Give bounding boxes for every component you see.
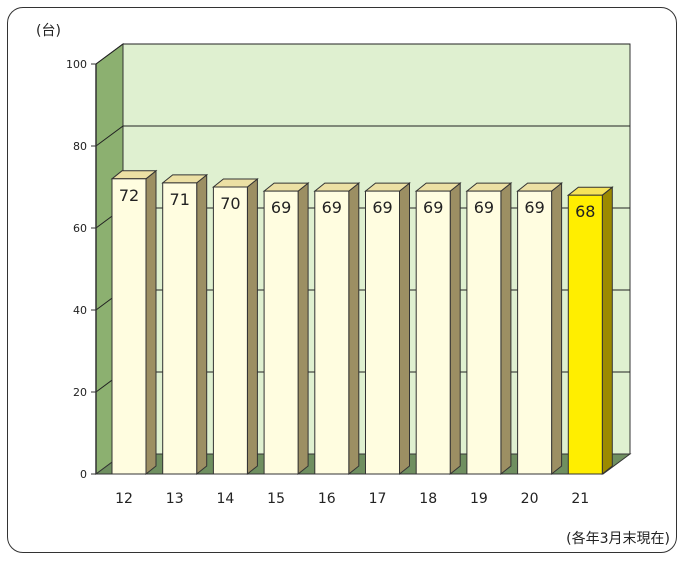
- data-label: 72: [119, 186, 139, 205]
- bar-side: [400, 183, 410, 474]
- data-label: 69: [372, 198, 392, 217]
- bar-face: [518, 191, 552, 474]
- x-tick-label: 13: [166, 491, 184, 507]
- bar-side: [602, 187, 612, 474]
- bar: 68: [568, 187, 612, 474]
- bar-side: [247, 179, 257, 474]
- y-tick-label: 0: [80, 468, 87, 481]
- bar-side: [501, 183, 511, 474]
- bar: 69: [315, 183, 359, 474]
- bar-face: [366, 191, 400, 474]
- y-tick-label: 20: [73, 386, 87, 399]
- bar: 69: [518, 183, 562, 474]
- data-label: 71: [170, 190, 190, 209]
- x-tick-label: 19: [470, 491, 488, 507]
- x-tick-label: 14: [216, 491, 234, 507]
- x-tick-label: 12: [115, 491, 133, 507]
- x-axis: 12 13 14 15 16 17 18 19 20 21: [115, 491, 589, 507]
- bar-side: [450, 183, 460, 474]
- y-tick-label: 40: [73, 304, 87, 317]
- data-label: 69: [423, 198, 443, 217]
- data-label: 68: [575, 202, 595, 221]
- bar-face: [568, 195, 602, 474]
- bar-side: [197, 175, 207, 474]
- bar: 70: [213, 179, 257, 474]
- bar-face: [416, 191, 450, 474]
- bar-side: [146, 171, 156, 474]
- bar-side: [349, 183, 359, 474]
- x-tick-label: 21: [571, 491, 589, 507]
- bar-face: [163, 183, 197, 474]
- y-tick-label: 80: [73, 140, 87, 153]
- x-tick-label: 16: [318, 491, 336, 507]
- bar-face: [467, 191, 501, 474]
- bar: 69: [366, 183, 410, 474]
- data-label: 69: [271, 198, 291, 217]
- data-label: 69: [322, 198, 342, 217]
- data-label: 69: [474, 198, 494, 217]
- bar-side: [552, 183, 562, 474]
- y-tick-label: 60: [73, 222, 87, 235]
- x-tick-label: 18: [419, 491, 437, 507]
- data-label: 69: [524, 198, 544, 217]
- bar-face: [315, 191, 349, 474]
- y-unit-label: (台): [36, 23, 61, 39]
- bar: 72: [112, 171, 156, 474]
- note-label: (各年3月末現在): [566, 531, 670, 547]
- y-tick-label: 100: [66, 58, 87, 71]
- x-tick-label: 20: [521, 491, 539, 507]
- x-tick-label: 15: [267, 491, 285, 507]
- x-tick-label: 17: [369, 491, 387, 507]
- bar: 69: [467, 183, 511, 474]
- bar-face: [112, 179, 146, 474]
- bar: 69: [416, 183, 460, 474]
- bar-face: [213, 187, 247, 474]
- bar: 69: [264, 183, 308, 474]
- bar-face: [264, 191, 298, 474]
- data-label: 70: [220, 194, 240, 213]
- bar: 71: [163, 175, 207, 474]
- bar-side: [298, 183, 308, 474]
- y-axis: 0 20 40 60 80 100: [66, 58, 96, 481]
